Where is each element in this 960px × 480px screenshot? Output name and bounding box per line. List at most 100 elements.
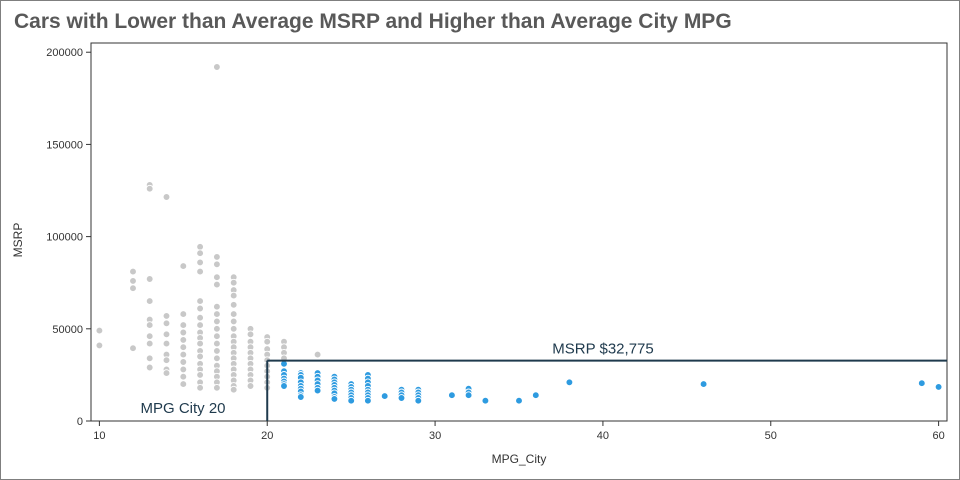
other-point-19 (162, 330, 171, 339)
highlight-point-64 (565, 378, 574, 387)
other-point-4 (129, 284, 137, 293)
other-point-56 (213, 260, 221, 269)
other-point-46 (196, 339, 204, 348)
other-point-22 (162, 356, 171, 365)
other-point-53 (196, 383, 204, 392)
y-tick-label-150000: 150000 (46, 139, 83, 151)
highlight-point-62 (515, 396, 523, 405)
other-point-33 (179, 365, 188, 374)
other-point-103 (263, 337, 272, 346)
other-point-20 (162, 339, 171, 348)
other-point-62 (213, 324, 221, 333)
other-point-31 (179, 350, 188, 359)
other-point-15 (145, 363, 154, 372)
x-tick-label-30: 30 (429, 430, 441, 442)
highlight-point-21 (313, 386, 322, 395)
highlight-point-67 (934, 383, 943, 391)
other-point-66 (213, 354, 221, 363)
other-point-11 (145, 321, 154, 329)
other-point-92 (246, 330, 255, 339)
other-point-116 (313, 350, 322, 359)
other-point-76 (229, 300, 238, 309)
other-point-7 (145, 184, 154, 193)
other-point-48 (196, 352, 204, 361)
other-point-51 (196, 371, 204, 379)
other-point-1 (95, 341, 104, 350)
other-point-2 (129, 267, 137, 276)
y-tick-label-100000: 100000 (46, 232, 83, 244)
other-point-73 (229, 278, 238, 287)
highlight-point-65 (699, 380, 708, 388)
other-point-101 (246, 382, 255, 390)
highlight-point-15 (296, 393, 305, 401)
other-point-40 (196, 297, 204, 305)
x-tick-label-10: 10 (93, 430, 105, 442)
other-point-63 (213, 332, 221, 341)
other-point-38 (196, 258, 204, 267)
other-point-18 (162, 319, 171, 328)
y-tick-label-50000: 50000 (52, 324, 83, 336)
x-tick-label-20: 20 (261, 430, 273, 442)
highlight-point-61 (481, 396, 490, 405)
other-point-28 (179, 328, 188, 337)
other-point-39 (196, 267, 204, 276)
other-point-60 (213, 310, 221, 318)
highlight-point-6 (280, 382, 288, 390)
y-tick-label-0: 0 (77, 416, 83, 428)
other-point-0 (95, 326, 104, 335)
other-point-64 (213, 339, 221, 348)
points-highlight (280, 359, 943, 405)
other-point-57 (213, 273, 221, 282)
highlight-point-46 (364, 396, 372, 405)
highlight-point-57 (448, 391, 456, 400)
other-point-12 (145, 332, 154, 341)
highlight-point-47 (380, 392, 389, 400)
msrp-reference-label: MSRP $32,775 (552, 341, 653, 358)
highlight-point-37 (347, 396, 356, 405)
other-point-25 (179, 262, 188, 270)
other-point-55 (213, 253, 221, 261)
other-point-58 (213, 280, 221, 289)
other-point-9 (145, 297, 154, 305)
highlight-point-56 (414, 396, 423, 405)
other-point-16 (162, 193, 171, 201)
other-point-42 (196, 313, 204, 322)
x-axis-ticks: 10 20 30 40 50 60 (93, 421, 945, 442)
reference-lines: MSRP $32,775 MPG City 20 (140, 341, 947, 421)
y-tick-label-200000: 200000 (46, 47, 83, 59)
other-point-78 (229, 317, 238, 326)
points-other (95, 63, 322, 394)
y-axis-ticks: 0 50000 100000 150000 200000 (46, 47, 91, 428)
other-point-24 (162, 369, 171, 377)
chart-title: Cars with Lower than Average MSRP and Hi… (14, 10, 732, 33)
highlight-point-60 (464, 391, 473, 400)
other-point-77 (229, 310, 238, 318)
other-point-59 (213, 302, 221, 311)
x-axis-label: MPG_City (492, 452, 547, 466)
highlight-point-51 (397, 394, 406, 402)
other-point-8 (145, 275, 154, 283)
other-point-36 (196, 242, 204, 251)
other-point-90 (229, 385, 238, 394)
other-point-35 (179, 380, 188, 388)
highlight-point-66 (917, 379, 926, 388)
other-point-61 (213, 317, 221, 326)
y-axis-label: MSRP (11, 223, 25, 258)
other-point-26 (179, 310, 188, 318)
other-point-27 (179, 321, 188, 329)
other-point-14 (145, 354, 154, 363)
plot-area (90, 42, 948, 422)
x-tick-label-40: 40 (597, 430, 609, 442)
highlight-point-63 (531, 391, 540, 400)
other-point-30 (179, 343, 188, 352)
other-point-54 (213, 63, 221, 71)
other-point-32 (179, 358, 188, 366)
other-point-34 (179, 372, 188, 381)
x-tick-label-50: 50 (765, 430, 777, 442)
mpg-reference-label: MPG City 20 (140, 400, 225, 417)
highlight-point-30 (330, 395, 339, 403)
other-point-79 (229, 324, 238, 333)
other-point-75 (229, 291, 238, 300)
